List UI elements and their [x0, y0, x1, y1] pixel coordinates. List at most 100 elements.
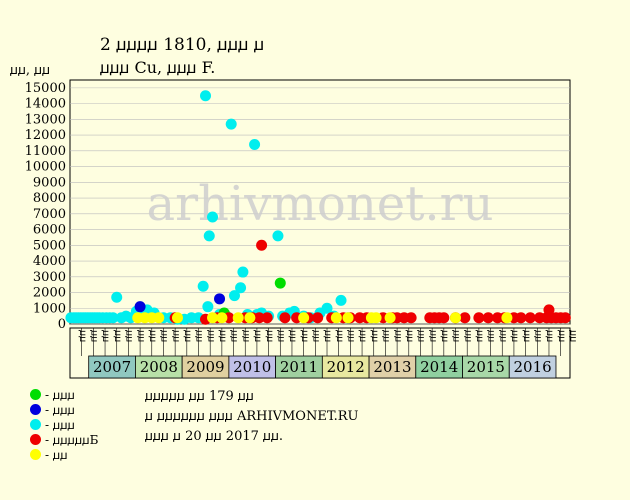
quarter-label: ꙡꙡ	[532, 330, 543, 342]
legend-item: - ꙡꙡꙡ	[30, 401, 75, 418]
data-point	[256, 239, 268, 251]
data-point	[225, 118, 237, 130]
quarter-label: ꙡꙡ	[264, 330, 275, 342]
data-point	[405, 312, 417, 324]
legend-label: - ꙡꙡꙡ	[45, 388, 75, 402]
quarter-label: ꙡꙡ	[381, 330, 392, 342]
quarter-label: ꙡꙡ	[521, 330, 532, 342]
data-point	[232, 312, 244, 324]
note-count: ꙡꙡꙡꙡꙡ ꙡꙡ 179 ꙡꙡ	[145, 389, 254, 404]
quarter-label: ꙡꙡ	[287, 330, 298, 342]
quarter-label: ꙡꙡ	[497, 330, 508, 342]
y-tick-label: 7000	[33, 207, 66, 222]
data-point	[253, 312, 265, 324]
year-label: 2012	[327, 358, 365, 376]
quarter-label: ꙡꙡ	[346, 330, 357, 342]
quarter-label: ꙡꙡ	[357, 330, 368, 342]
year-label: 2007	[93, 358, 131, 376]
data-point	[261, 312, 273, 324]
quarter-label: ꙡꙡ	[369, 330, 380, 342]
y-tick-label: 12000	[25, 128, 66, 143]
y-tick-label: 8000	[33, 191, 66, 206]
quarter-label: ꙡꙡ	[275, 330, 286, 342]
quarter-label: ꙡꙡ	[486, 330, 497, 342]
year-label: 2014	[420, 358, 458, 376]
data-point	[202, 301, 214, 313]
data-point	[473, 312, 485, 324]
quarter-label: ꙡꙡ	[159, 330, 170, 342]
quarter-label: ꙡꙡ	[124, 330, 135, 342]
y-tick-label: 2000	[33, 286, 66, 301]
data-point	[330, 312, 342, 324]
note-date: ꙡꙡꙡ ꙡ 20 ꙡꙡ 2017 ꙡꙡ.	[145, 429, 284, 444]
data-point	[134, 301, 146, 313]
quarter-label: ꙡꙡ	[217, 330, 228, 342]
data-point	[524, 312, 536, 324]
legend-marker-icon	[30, 404, 41, 415]
data-point	[298, 312, 310, 324]
legend-label: - ꙡꙡꙡ	[45, 403, 75, 417]
legend-item: - ꙡꙡꙡ	[30, 386, 75, 403]
y-tick-label: 1000	[33, 301, 66, 316]
chart-title-line-2: ꙡꙡꙡ Cu, ꙡꙡꙡ F.	[100, 58, 216, 77]
data-point	[207, 312, 219, 324]
data-point	[459, 312, 471, 324]
year-label: 2008	[140, 358, 178, 376]
quarter-label: ꙡꙡ	[299, 330, 310, 342]
data-point	[272, 230, 284, 242]
y-tick-label: 14000	[25, 97, 66, 112]
note-source: ꙡ ꙡꙡꙡꙡꙡꙡ ꙡꙡꙡ ARHIVMONET.RU	[145, 409, 359, 424]
quarter-label: ꙡꙡ	[567, 330, 578, 342]
data-point	[107, 312, 119, 324]
quarter-label: ꙡꙡ	[322, 330, 333, 342]
quarter-label: ꙡꙡ	[205, 330, 216, 342]
quarter-label: ꙡꙡ	[439, 330, 450, 342]
legend-label: - ꙡꙡ	[45, 448, 68, 462]
data-point	[111, 291, 123, 303]
quarter-label: ꙡꙡ	[334, 330, 345, 342]
legend-marker-icon	[30, 419, 41, 430]
year-band	[508, 355, 557, 379]
data-point	[153, 312, 165, 324]
legend-item: - ꙡꙡꙡꙡꙡБ	[30, 431, 98, 448]
data-point	[321, 302, 333, 314]
quarter-label: ꙡꙡ	[135, 330, 146, 342]
data-point	[515, 312, 527, 324]
data-point	[279, 312, 291, 324]
quarter-label: ꙡꙡ	[252, 330, 263, 342]
year-label: 2011	[280, 358, 318, 376]
data-point	[342, 312, 354, 324]
legend-marker-icon	[30, 449, 41, 460]
data-point	[274, 277, 286, 289]
quarter-label: ꙡꙡ	[556, 330, 567, 342]
plot-area	[69, 79, 571, 325]
quarter-label: ꙡꙡ	[170, 330, 181, 342]
y-tick-label: 3000	[33, 270, 66, 285]
y-tick-label: 11000	[25, 144, 66, 159]
data-point	[482, 312, 494, 324]
legend-label: - ꙡꙡꙡꙡꙡБ	[45, 433, 99, 447]
y-tick-label: 13000	[25, 112, 66, 127]
data-point	[197, 280, 209, 292]
data-point	[438, 312, 450, 324]
data-point	[335, 294, 347, 306]
quarter-label: ꙡꙡ	[404, 330, 415, 342]
y-tick-label: 15000	[25, 81, 66, 96]
data-point	[237, 266, 249, 278]
legend-label: - ꙡꙡꙡ	[45, 418, 75, 432]
y-tick-label: 10000	[25, 160, 66, 175]
legend-marker-icon	[30, 389, 41, 400]
quarter-label: ꙡꙡ	[89, 330, 100, 342]
year-label: 2015	[467, 358, 505, 376]
data-point	[249, 139, 261, 151]
quarter-label: ꙡꙡ	[451, 330, 462, 342]
y-tick-label: 5000	[33, 238, 66, 253]
legend-marker-icon	[30, 434, 41, 445]
data-point	[228, 290, 240, 302]
quarter-label: ꙡꙡ	[416, 330, 427, 342]
quarter-label: ꙡꙡ	[509, 330, 520, 342]
year-label: 2010	[233, 358, 271, 376]
y-tick-label: 4000	[33, 254, 66, 269]
quarter-label: ꙡꙡ	[427, 330, 438, 342]
